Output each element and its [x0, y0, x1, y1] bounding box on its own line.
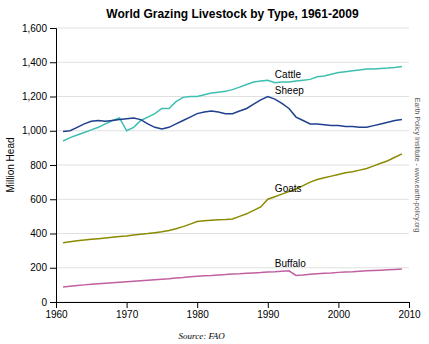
y-axis-tick-label: 600 — [30, 194, 47, 205]
y-axis-tick-label: 400 — [30, 228, 47, 239]
grid — [56, 28, 409, 302]
x-axis-tick-mark — [409, 302, 410, 308]
x-axis-tick-label: 1990 — [257, 309, 280, 320]
source-note: Source: FAO — [179, 331, 226, 341]
grid-line — [56, 233, 409, 234]
y-axis-tick-mark — [50, 234, 56, 235]
x-axis-tick: 1960 — [45, 302, 68, 320]
x-axis-tick: 1980 — [187, 302, 210, 320]
series-label: Sheep — [275, 85, 304, 96]
title: World Grazing Livestock by Type, 1961-20… — [106, 7, 359, 21]
x-axis-tick-label: 1960 — [45, 309, 68, 320]
y-axis-tick: 1,200 — [22, 91, 56, 102]
y-axis-tick-mark — [50, 268, 56, 269]
y-axis-tick: 400 — [30, 228, 56, 239]
y-axis-tick: 1,600 — [22, 23, 56, 34]
y-axis: 0 200 400 600 800 1,000 1,200 1,400 1,600 — [22, 23, 57, 308]
x-axis-line — [57, 303, 410, 309]
y-axis-tick-label: 200 — [30, 262, 47, 273]
series-line — [63, 154, 402, 243]
x-axis-tick: 2000 — [328, 302, 351, 320]
watermark: Earth Policy Institute - www.earth-polic… — [413, 98, 421, 233]
y-axis-tick: 1,400 — [22, 57, 56, 68]
y-axis-tick-mark — [50, 165, 56, 166]
x-axis-tick-mark — [197, 302, 198, 308]
y-axis-tick: 0 — [41, 297, 56, 308]
x-axis-tick: 2010 — [398, 302, 421, 320]
grid-line — [56, 199, 409, 200]
series-label: Cattle — [275, 69, 302, 80]
x-axis-tick-label: 2010 — [398, 309, 421, 320]
x-axis-tick-mark — [127, 302, 128, 308]
y-axis-tick: 600 — [30, 194, 56, 205]
y-axis-tick-label: 0 — [41, 297, 47, 308]
x-axis-tick-mark — [338, 302, 339, 308]
series-line — [63, 269, 402, 287]
grid-line — [56, 130, 409, 131]
grid-line — [56, 28, 409, 29]
chart: 1960 1970 1980 1990 2000 2010 0 200 400 600 800 1,0… — [0, 0, 429, 344]
x-axis-tick: 1970 — [116, 302, 139, 320]
y-axis-tick-mark — [50, 28, 56, 29]
y-axis-tick: 800 — [30, 160, 56, 171]
plot-area: 1960 1970 1980 1990 2000 2010 0 200 400 600 800 1,0… — [22, 23, 421, 320]
y-axis-tick-label: 800 — [30, 160, 47, 171]
y-axis-tick-mark — [50, 302, 56, 303]
y-axis-tick: 200 — [30, 262, 56, 273]
y-axis-tick-label: 1,000 — [22, 125, 47, 136]
grid-line — [56, 267, 409, 268]
x-axis-tick-mark — [268, 302, 269, 308]
series-line — [63, 67, 402, 141]
x-axis-tick-label: 1980 — [187, 309, 210, 320]
x-axis-tick-label: 2000 — [328, 309, 351, 320]
series-labels: Cattle Sheep Goats Buffalo — [275, 69, 306, 269]
y-axis-tick-label: 1,400 — [22, 57, 47, 68]
y-axis-line — [50, 29, 57, 303]
y-axis-tick-mark — [50, 97, 56, 98]
x-axis-tick: 1990 — [257, 302, 280, 320]
x-axis: 1960 1970 1980 1990 2000 2010 — [45, 302, 421, 320]
grid-line — [56, 96, 409, 97]
y-axis-tick-mark — [50, 62, 56, 63]
series-lines — [63, 67, 402, 287]
grid-line — [56, 62, 409, 63]
series-label: Goats — [275, 183, 302, 194]
y-axis-tick-mark — [50, 131, 56, 132]
y-axis-tick-label: 1,200 — [22, 91, 47, 102]
grid-line — [56, 165, 409, 166]
x-axis-tick-label: 1970 — [116, 309, 139, 320]
series-line — [63, 97, 402, 132]
y-axis-tick-label: 1,600 — [22, 23, 47, 34]
y-axis-tick: 1,000 — [22, 125, 56, 136]
y-axis-tick-mark — [50, 199, 56, 200]
series-label: Buffalo — [275, 258, 306, 269]
y-axis-title: Million Head — [5, 137, 16, 192]
